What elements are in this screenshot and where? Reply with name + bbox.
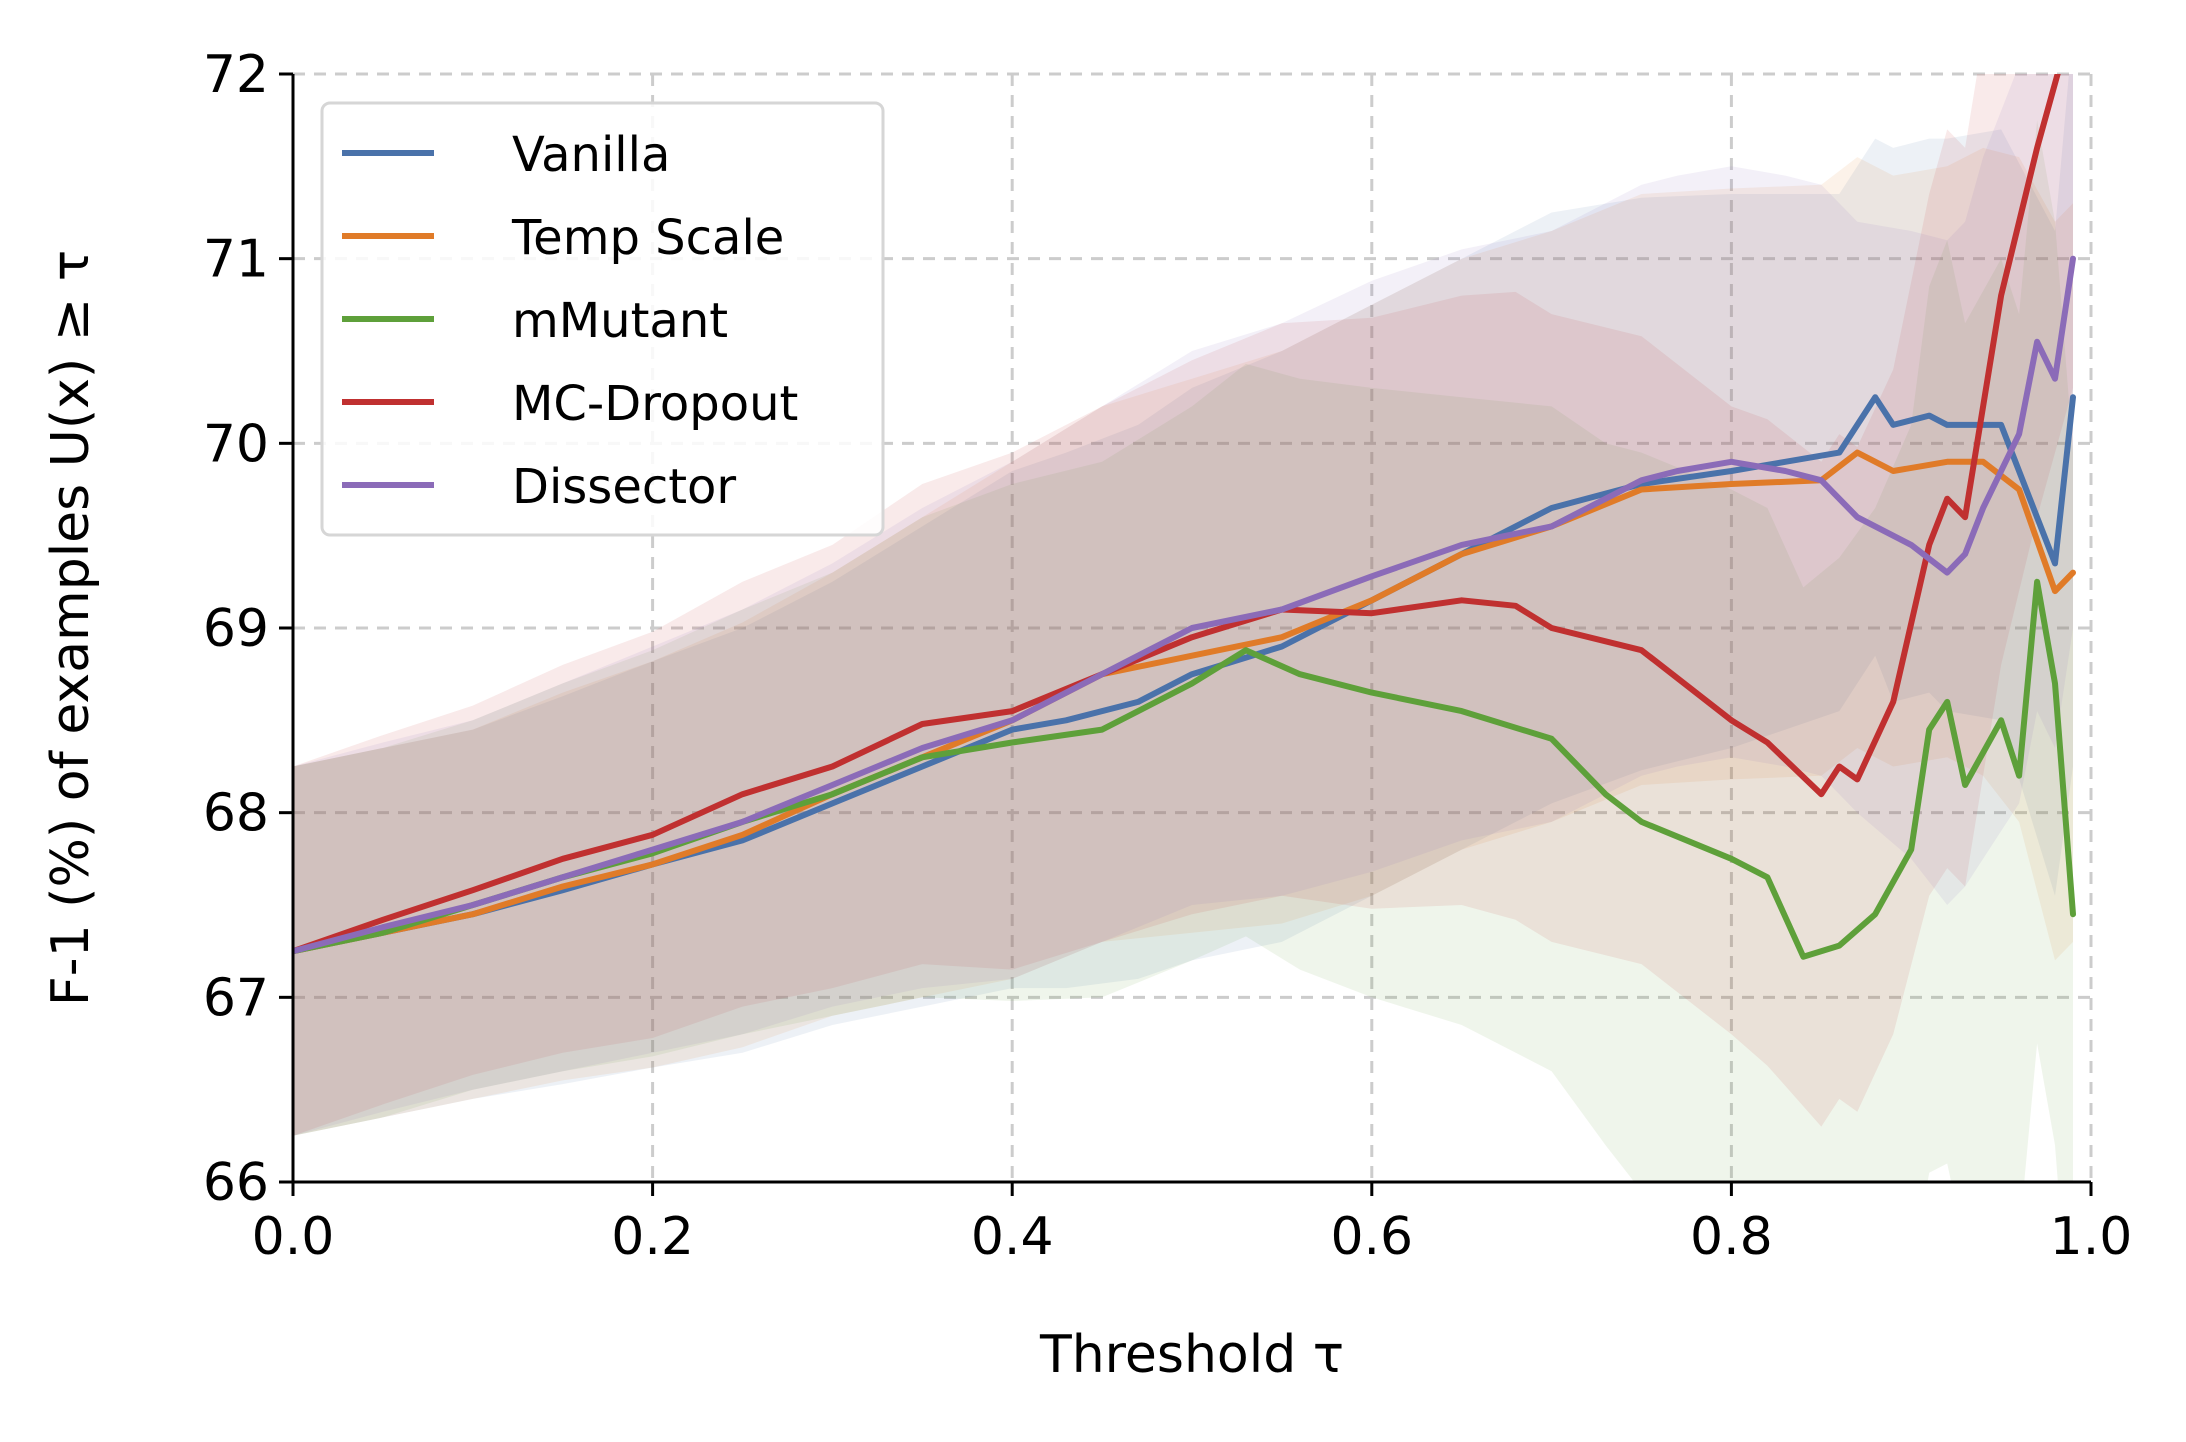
legend-label: Temp Scale <box>511 210 784 266</box>
series-line-dissector <box>293 255 2076 955</box>
series-line-temp-scale <box>293 449 2076 955</box>
y-tick-label: 67 <box>203 968 269 1028</box>
band-mc-dropout <box>293 74 2073 1136</box>
y-tick-label: 71 <box>203 230 269 290</box>
x-tick-label: 0.0 <box>252 1207 335 1267</box>
axes <box>279 72 2093 1196</box>
band-vanilla <box>293 74 2073 1136</box>
band-mmutant <box>293 120 2073 1182</box>
y-axis-label: F-1 (%) of examples U(x) ≥ τ <box>41 250 101 1006</box>
y-tick-label: 66 <box>203 1153 269 1213</box>
series-lines <box>293 74 2076 960</box>
x-tick-label: 0.2 <box>611 1207 694 1267</box>
legend-label: mMutant <box>512 293 728 349</box>
legend: Vanilla Temp Scale mMutant MC-Dropout Dissec… <box>320 101 885 537</box>
x-axis-label: Threshold τ <box>1039 1325 1344 1385</box>
y-tick-label: 72 <box>203 45 269 105</box>
confidence-bands <box>293 74 2073 1182</box>
band-dissector <box>293 74 2073 1136</box>
x-tick-label: 0.8 <box>1690 1207 1773 1267</box>
legend-box <box>320 101 885 537</box>
legend-label: Vanilla <box>512 127 670 183</box>
y-tick-label: 68 <box>203 784 269 844</box>
legend-label: MC-Dropout <box>512 376 798 432</box>
tick-labels: 0.0 0.2 0.4 0.6 0.8 1.0 66 67 68 69 70 71 72 <box>203 45 2133 1267</box>
x-tick-label: 0.4 <box>971 1207 1054 1267</box>
x-tick-label: 1.0 <box>2050 1207 2133 1267</box>
x-tick-label: 0.6 <box>1330 1207 1413 1267</box>
y-tick-label: 69 <box>203 599 269 659</box>
y-tick-label: 70 <box>203 414 269 474</box>
series-line-mc-dropout <box>293 74 2061 955</box>
legend-label: Dissector <box>512 459 736 515</box>
